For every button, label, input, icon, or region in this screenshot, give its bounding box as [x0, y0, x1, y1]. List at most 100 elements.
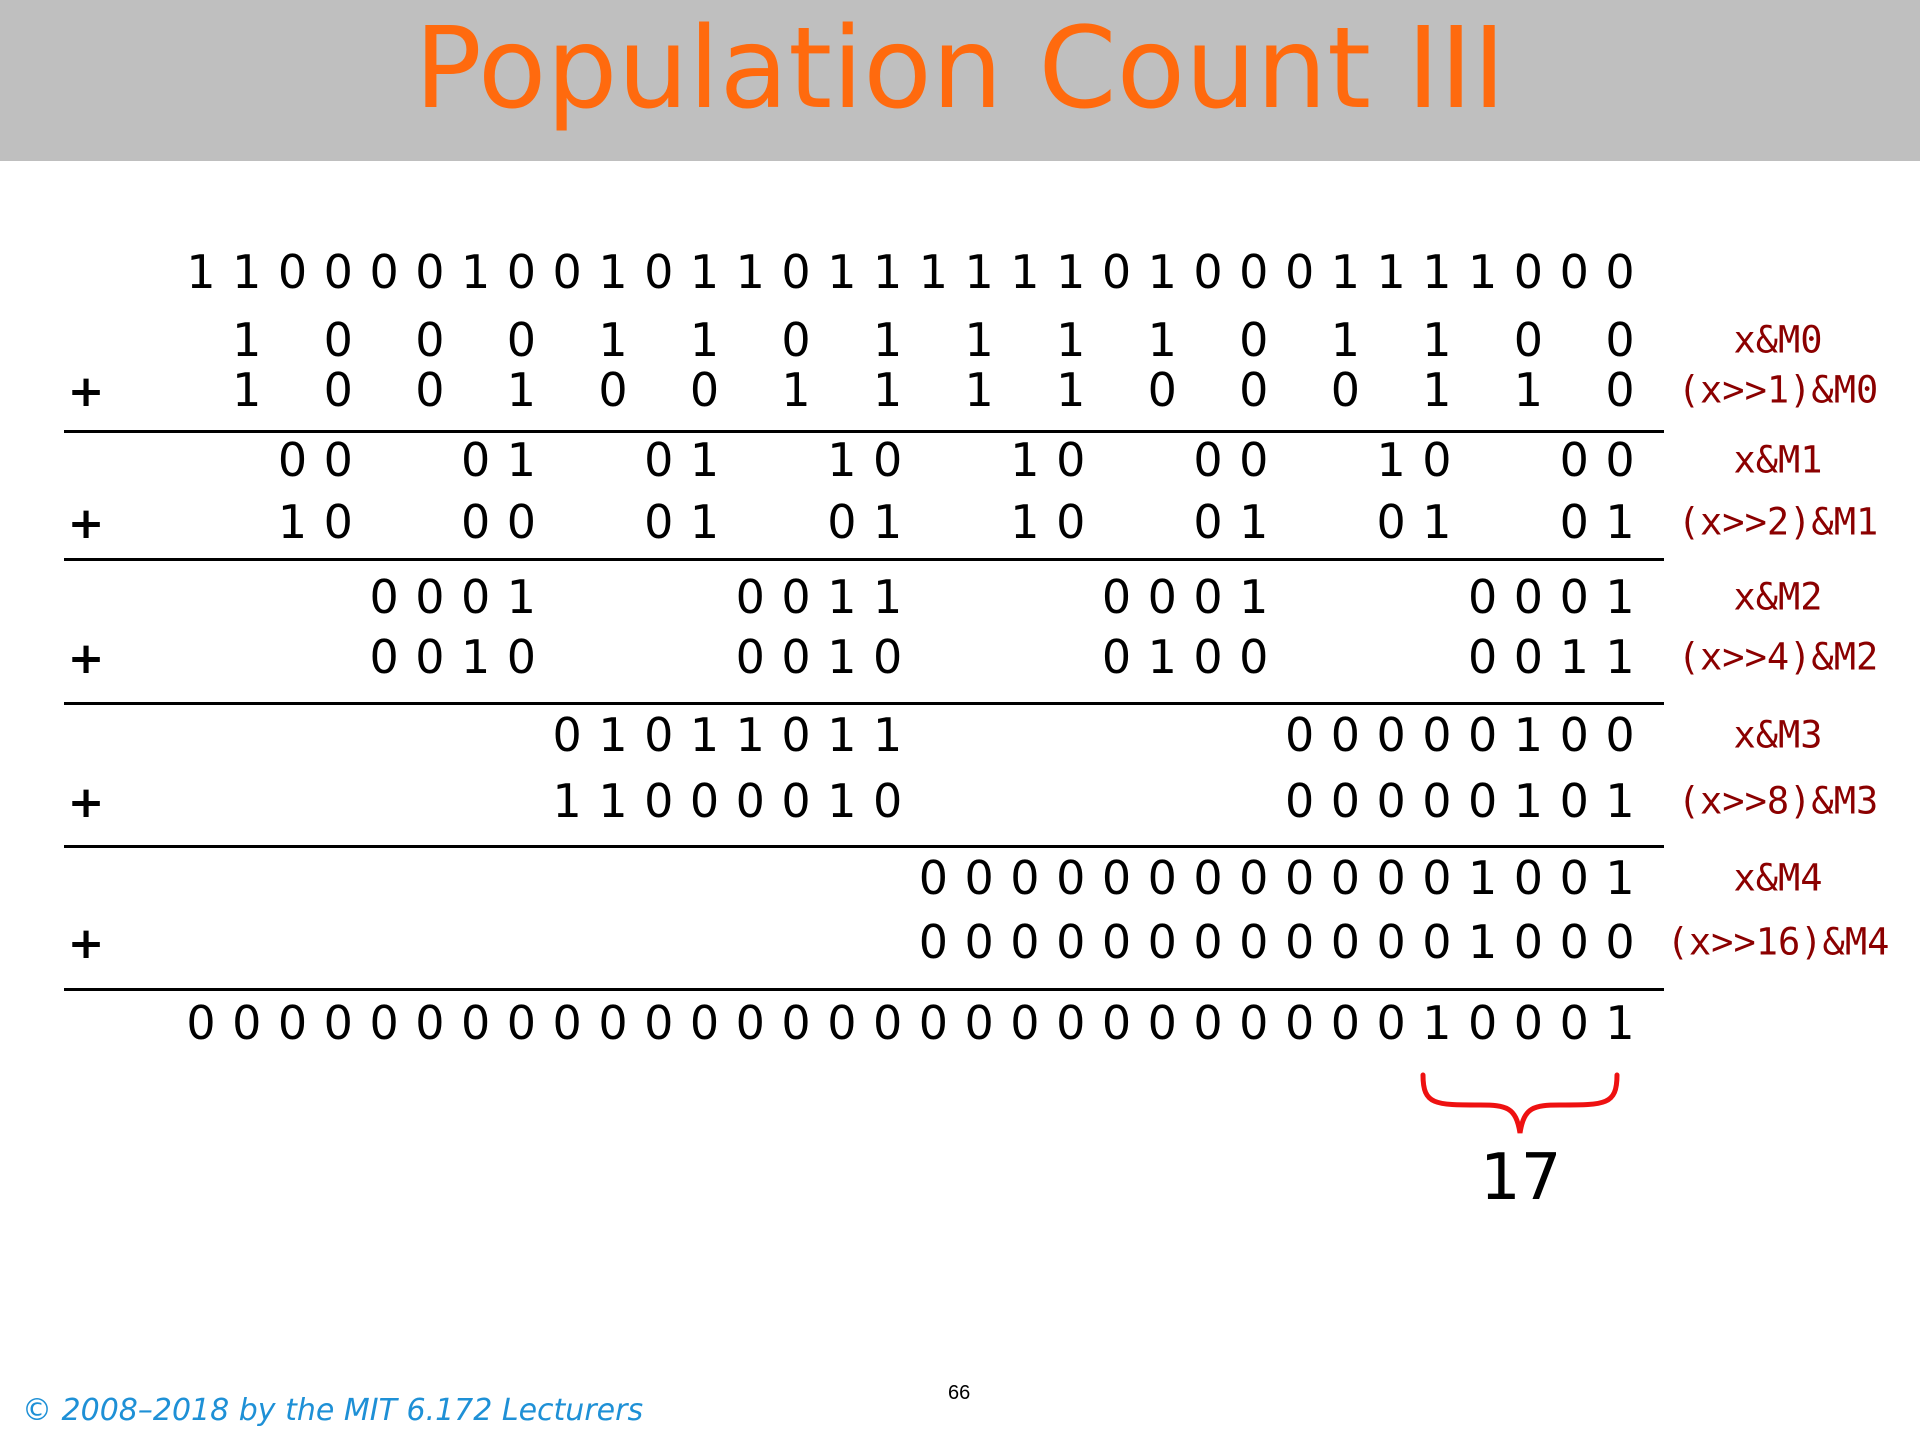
stage1-top-bit: 0 — [277, 433, 308, 487]
stage1-bottom-bit: 0 — [461, 495, 491, 549]
stage3-bottom-bit: 0 — [1330, 774, 1360, 828]
stage1-top-bit: 1 — [689, 433, 720, 487]
stage2-top-bit: 0 — [1513, 570, 1544, 624]
result-bit: 0 — [1330, 996, 1360, 1050]
input-bit: 1 — [872, 245, 903, 299]
stage2-top-bit: 1 — [506, 570, 537, 624]
stage3-bottom-bit: 1 — [1513, 774, 1544, 828]
stage4-bottom-bit: 0 — [1101, 915, 1132, 969]
stage4-top-bit: 0 — [1559, 851, 1589, 905]
stage2-top-bit: 1 — [1239, 570, 1269, 624]
stage1-bottom-bit: 1 — [1010, 495, 1040, 549]
stage0-top-bit: 1 — [964, 313, 994, 367]
result-bit: 0 — [415, 996, 445, 1050]
mask-label-3-top: x&M3 — [1733, 713, 1823, 757]
stage0-bottom-bit: 0 — [598, 363, 628, 417]
stage0-top-bit: 0 — [415, 313, 445, 367]
stage2-bottom-bit: 0 — [1193, 630, 1223, 684]
stage0-top-bit: 0 — [1239, 313, 1269, 367]
title-bar: Population Count III — [0, 0, 1920, 161]
stage3-top-bit: 1 — [827, 708, 857, 762]
population-count-result: 17 — [1480, 1141, 1562, 1215]
stage4-bottom-bit: 0 — [1239, 915, 1269, 969]
stage2-top-bit: 0 — [461, 570, 491, 624]
stage4-top-bit: 0 — [918, 851, 949, 905]
sum-rule — [64, 845, 1664, 848]
input-bit: 1 — [461, 245, 491, 299]
stage0-top-bit: 0 — [781, 313, 811, 367]
input-bit: 0 — [1239, 245, 1269, 299]
page-number: 66 — [948, 1382, 971, 1404]
stage1-top-bit: 0 — [1559, 433, 1589, 487]
stage4-bottom-bit: 0 — [1605, 915, 1635, 969]
input-bit: 1 — [918, 245, 949, 299]
stage0-top-bit: 0 — [323, 313, 353, 367]
stage4-top-bit: 0 — [964, 851, 994, 905]
stage0-top-bit: 1 — [689, 313, 720, 367]
stage1-top-bit: 0 — [1239, 433, 1269, 487]
stage4-bottom-bit: 0 — [1193, 915, 1223, 969]
stage3-top-bit: 0 — [1422, 708, 1452, 762]
stage2-top-bit: 1 — [872, 570, 903, 624]
stage0-bottom-bit: 0 — [415, 363, 445, 417]
input-bit: 1 — [827, 245, 857, 299]
mask-label-2-top: x&M2 — [1733, 575, 1823, 619]
stage2-bottom-bit: 1 — [827, 630, 857, 684]
stage3-top-bit: 1 — [735, 708, 765, 762]
stage3-bottom-bit: 1 — [827, 774, 857, 828]
result-bit: 0 — [689, 996, 720, 1050]
stage4-bottom-bit: 0 — [964, 915, 994, 969]
stage1-bottom-bit: 0 — [644, 495, 674, 549]
stage4-bottom-bit: 0 — [1056, 915, 1086, 969]
stage4-bottom-bit: 0 — [1376, 915, 1406, 969]
result-bit: 0 — [872, 996, 903, 1050]
input-bit: 1 — [598, 245, 628, 299]
input-bit: 0 — [1605, 245, 1635, 299]
stage4-top-bit: 0 — [1513, 851, 1544, 905]
stage1-top-bit: 0 — [1193, 433, 1223, 487]
stage0-top-bit: 0 — [1513, 313, 1544, 367]
stage0-bottom-bit: 0 — [1605, 363, 1635, 417]
stage3-top-bit: 0 — [1605, 708, 1635, 762]
mask-label-4-bottom: (x>>16)&M4 — [1666, 920, 1890, 964]
sum-rule — [64, 430, 1664, 433]
stage2-top-bit: 0 — [781, 570, 811, 624]
result-bit: 0 — [1010, 996, 1040, 1050]
stage2-top-bit: 0 — [369, 570, 399, 624]
input-bit: 1 — [1376, 245, 1406, 299]
stage1-top-bit: 0 — [1605, 433, 1635, 487]
result-bit: 0 — [1559, 996, 1589, 1050]
stage2-top-bit: 0 — [1101, 570, 1132, 624]
result-bit: 0 — [232, 996, 262, 1050]
stage2-bottom-bit: 1 — [1559, 630, 1589, 684]
stage2-top-bit: 1 — [1605, 570, 1635, 624]
stage2-bottom-bit: 0 — [1239, 630, 1269, 684]
stage1-bottom-bit: 1 — [277, 495, 308, 549]
result-bit: 0 — [1193, 996, 1223, 1050]
input-bit: 1 — [1422, 245, 1452, 299]
stage3-bottom-bit: 0 — [872, 774, 903, 828]
result-bit: 0 — [964, 996, 994, 1050]
stage2-bottom-bit: 0 — [506, 630, 537, 684]
stage1-top-bit: 1 — [506, 433, 537, 487]
stage1-bottom-bit: 1 — [1422, 495, 1452, 549]
input-bit: 1 — [1468, 245, 1498, 299]
stage2-top-bit: 0 — [1468, 570, 1498, 624]
stage2-bottom-bit: 1 — [461, 630, 491, 684]
stage3-bottom-bit: 0 — [735, 774, 765, 828]
stage2-top-bit: 0 — [1559, 570, 1589, 624]
stage1-top-bit: 1 — [827, 433, 857, 487]
stage2-bottom-bit: 0 — [872, 630, 903, 684]
input-bit: 0 — [1284, 245, 1315, 299]
stage3-bottom-bit: 1 — [1605, 774, 1635, 828]
mask-label-0-bottom: (x>>1)&M0 — [1677, 368, 1879, 412]
slide-title: Population Count III — [414, 4, 1506, 134]
input-bit: 0 — [1559, 245, 1589, 299]
stage0-top-bit: 1 — [1422, 313, 1452, 367]
stage4-bottom-bit: 0 — [1284, 915, 1315, 969]
input-bit: 1 — [1330, 245, 1360, 299]
input-bit: 0 — [781, 245, 811, 299]
stage1-top-bit: 0 — [872, 433, 903, 487]
stage2-bottom-bit: 1 — [1147, 630, 1177, 684]
